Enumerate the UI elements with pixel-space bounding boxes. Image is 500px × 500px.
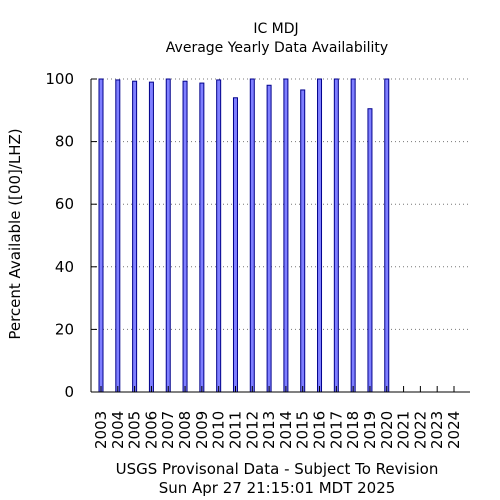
bar-2017 bbox=[333, 78, 339, 393]
x-tick-label: 2016 bbox=[311, 411, 329, 449]
bar-2011 bbox=[232, 97, 238, 393]
bar-2015 bbox=[300, 89, 306, 393]
y-tick-label: 100 bbox=[45, 70, 74, 88]
x-tick-label: 2015 bbox=[294, 411, 312, 449]
x-ticks: 2003200420052006200720082009201020112012… bbox=[92, 386, 463, 449]
y-tick-label: 0 bbox=[64, 383, 74, 401]
chart-subtitle: Average Yearly Data Availability bbox=[166, 40, 388, 56]
x-tick-label: 2007 bbox=[159, 411, 177, 449]
y-tick-label: 40 bbox=[55, 258, 74, 276]
y-ticks: 0 20 40 60 80 100 bbox=[45, 70, 97, 401]
x-tick-label: 2021 bbox=[395, 411, 413, 449]
bar-2005 bbox=[132, 80, 138, 393]
x-tick-label: 2005 bbox=[126, 411, 144, 449]
y-axis-label: Percent Available ([00]/LHZ) bbox=[6, 128, 24, 339]
x-tick-label: 2022 bbox=[411, 411, 429, 449]
x-tick-label: 2013 bbox=[260, 411, 278, 449]
x-tick-label: 2018 bbox=[344, 411, 362, 449]
y-tick-label: 60 bbox=[55, 195, 74, 213]
x-tick-label: 2020 bbox=[378, 411, 396, 449]
bar-2009 bbox=[199, 82, 205, 393]
x-tick-label: 2014 bbox=[277, 411, 295, 449]
x-tick-label: 2006 bbox=[142, 411, 160, 449]
x-tick-label: 2017 bbox=[327, 411, 345, 449]
bar-2006 bbox=[148, 81, 154, 393]
x-tick-label: 2012 bbox=[243, 411, 261, 449]
bar-2004 bbox=[115, 79, 121, 393]
x-tick-label: 2024 bbox=[445, 411, 463, 449]
bar-2020 bbox=[384, 78, 390, 393]
x-tick-label: 2004 bbox=[109, 411, 127, 449]
x-tick-label: 2023 bbox=[428, 411, 446, 449]
x-tick-label: 2019 bbox=[361, 411, 379, 449]
gridlines bbox=[91, 78, 470, 330]
y-tick-label: 80 bbox=[55, 133, 74, 151]
x-tick-label: 2010 bbox=[210, 411, 228, 449]
bar-2014 bbox=[283, 78, 289, 393]
bar-2013 bbox=[266, 84, 272, 393]
y-tick-label: 20 bbox=[55, 320, 74, 338]
bar-2019 bbox=[367, 108, 373, 393]
footer-timestamp: Sun Apr 27 21:15:01 MDT 2025 bbox=[159, 479, 396, 497]
bar-2016 bbox=[317, 78, 323, 393]
bars bbox=[98, 78, 390, 393]
bar-2010 bbox=[216, 79, 222, 393]
bar-2007 bbox=[165, 78, 171, 393]
x-tick-label: 2008 bbox=[176, 411, 194, 449]
x-tick-label: 2003 bbox=[92, 411, 110, 449]
bar-2012 bbox=[249, 78, 255, 393]
bar-2008 bbox=[182, 80, 188, 393]
x-tick-label: 2011 bbox=[226, 411, 244, 449]
x-tick-label: 2009 bbox=[193, 411, 211, 449]
footer-disclaimer: USGS Provisonal Data - Subject To Revisi… bbox=[116, 460, 439, 478]
bar-2003 bbox=[98, 78, 104, 393]
bar-2018 bbox=[350, 78, 356, 393]
chart-title: IC MDJ bbox=[253, 21, 298, 37]
